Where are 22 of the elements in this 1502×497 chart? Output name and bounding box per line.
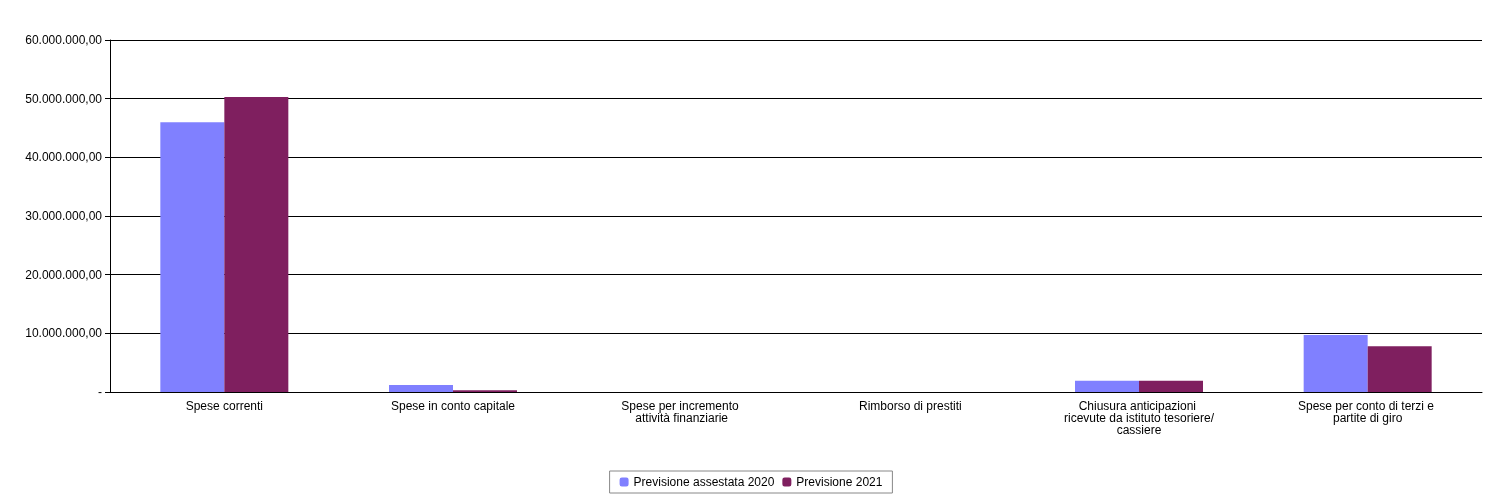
bar — [1075, 380, 1139, 392]
x-tick-label: Rimborso di prestiti — [858, 399, 962, 413]
bar — [1367, 346, 1432, 392]
y-tick-label: 60.000.000,00 — [25, 33, 103, 47]
bar — [389, 384, 453, 392]
legend-label: Previsione assestata 2020 — [633, 475, 775, 489]
y-tick-label: 50.000.000,00 — [25, 91, 103, 106]
bar — [160, 122, 225, 392]
bar — [1139, 380, 1203, 392]
x-tick-label: Chiusura anticipazioni ricevute da istituto tesoriere/cassiere — [1063, 399, 1215, 437]
legend-label: Previsione 2021 — [796, 475, 883, 489]
x-tick-label: Spese per incremento attività finanziarie — [621, 399, 743, 425]
y-tick-label: 20.000.000,00 — [25, 267, 103, 282]
y-tick-label: 10.000.000,00 — [25, 326, 103, 341]
x-tick-label: Spese correnti — [185, 399, 264, 413]
y-tick-label: 30.000.000,00 — [25, 209, 103, 223]
x-tick-label: Spese per conto di terzi e partite di giro — [1297, 399, 1438, 425]
y-tick-label: - — [98, 385, 102, 399]
y-tick-label: 40.000.000,00 — [25, 150, 103, 165]
bar — [1303, 335, 1368, 392]
bar — [224, 96, 289, 392]
x-tick-label: Spese in conto capitale — [390, 399, 516, 413]
